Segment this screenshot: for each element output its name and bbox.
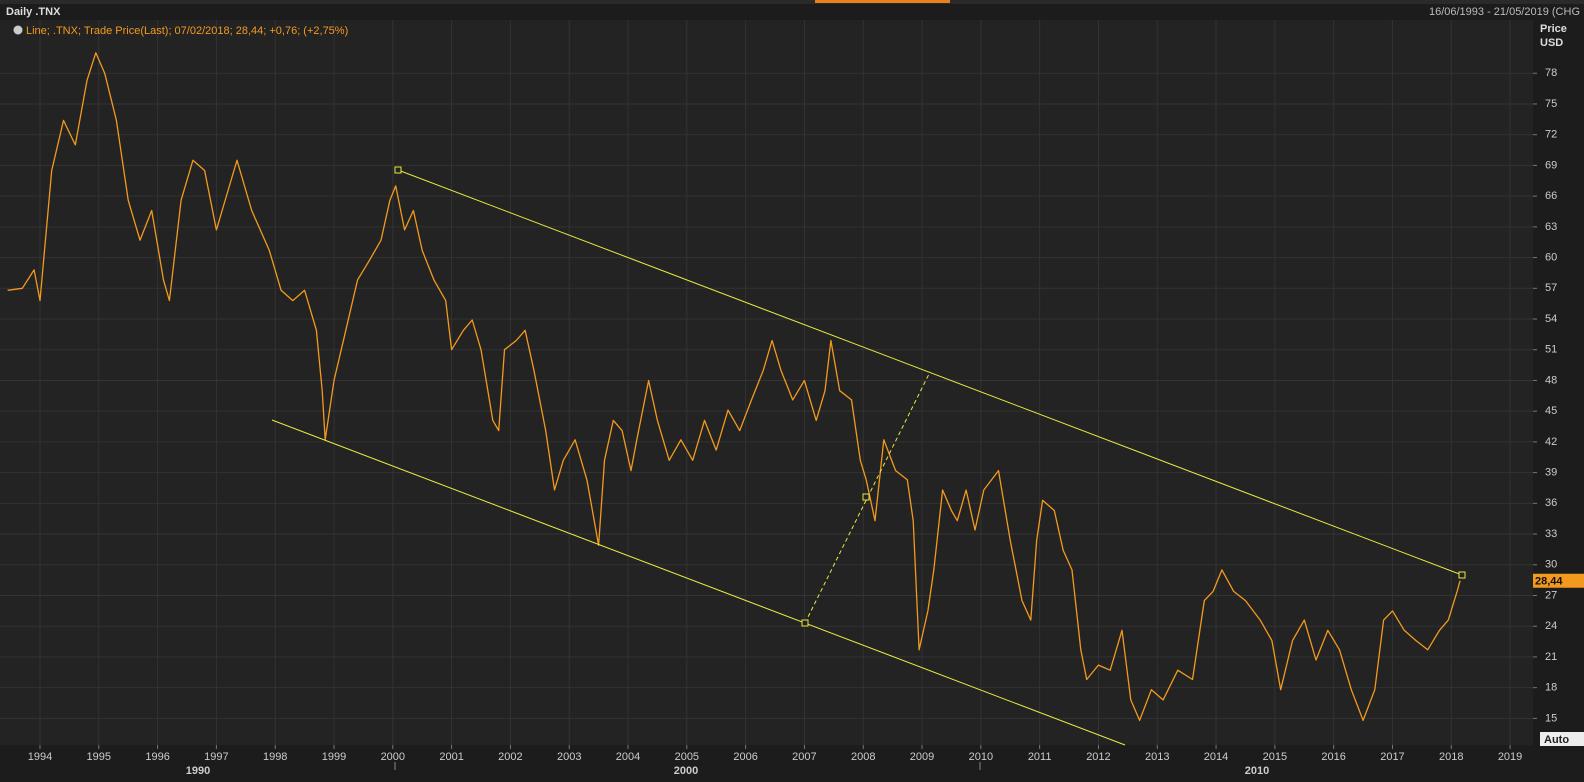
y-tick-label: 45 <box>1545 405 1557 417</box>
x-tick-label: 2010 <box>969 751 993 763</box>
y-tick-label: 78 <box>1545 67 1557 79</box>
y-tick-label: 18 <box>1545 682 1557 694</box>
x-tick-label: 1996 <box>145 751 169 763</box>
decade-label: 2010 <box>1245 765 1269 777</box>
last-value-label: 28,44 <box>1535 576 1563 588</box>
y-tick-label: 69 <box>1545 159 1557 171</box>
decade-label: 1990 <box>186 765 210 777</box>
y-tick-label: 39 <box>1545 467 1557 479</box>
trend-line <box>397 169 1463 576</box>
y-tick-label: 66 <box>1545 190 1557 202</box>
date-range: 16/06/1993 - 21/05/2019 (CHG <box>1429 6 1580 18</box>
y-tick-label: 63 <box>1545 221 1557 233</box>
x-tick-label: 2001 <box>439 751 463 763</box>
x-tick-label: 2008 <box>851 751 875 763</box>
y-tick-label: 30 <box>1545 559 1557 571</box>
handle[interactable] <box>394 166 402 174</box>
y-tick-label: 36 <box>1545 497 1557 509</box>
y-tick-label: 27 <box>1545 589 1557 601</box>
x-tick-label: 2004 <box>616 751 640 763</box>
x-tick-label: 2011 <box>1028 751 1052 763</box>
y-tick-label: 21 <box>1545 651 1557 663</box>
y-tick-label: 15 <box>1545 712 1557 724</box>
x-tick-label: 2017 <box>1380 751 1404 763</box>
y-tick-label: 75 <box>1545 98 1557 110</box>
auto-button[interactable] <box>1540 732 1584 746</box>
x-tick-label: 2006 <box>733 751 757 763</box>
x-tick-label: 2003 <box>557 751 581 763</box>
auto-label[interactable]: Auto <box>1544 734 1569 746</box>
plot-area <box>0 20 1533 745</box>
top-strip <box>0 0 1584 4</box>
x-tick-label: 1999 <box>322 751 346 763</box>
y-tick-label: 60 <box>1545 251 1557 263</box>
y-tick-label: 54 <box>1545 313 1557 325</box>
y-tick-label: 24 <box>1545 620 1557 632</box>
x-tick-label: 1995 <box>87 751 111 763</box>
x-tick-label: 2000 <box>381 751 405 763</box>
axis-title: Price <box>1540 23 1567 35</box>
x-tick-label: 2018 <box>1439 751 1463 763</box>
drawings <box>271 166 1466 746</box>
x-tick-label: 2012 <box>1086 751 1110 763</box>
x-tick-label: 1994 <box>28 751 52 763</box>
decade-label: 2000 <box>674 765 698 777</box>
y-tick-label: 72 <box>1545 129 1557 141</box>
handle[interactable] <box>1458 571 1466 579</box>
x-tick-label: 2005 <box>675 751 699 763</box>
price-line <box>7 52 1461 722</box>
y-tick-label: 33 <box>1545 528 1557 540</box>
legend-icon[interactable] <box>13 25 23 35</box>
last-value-box <box>1533 573 1584 588</box>
y-tick-label: 51 <box>1545 344 1557 356</box>
axis-unit: USD <box>1540 37 1563 49</box>
x-tick-label: 2015 <box>1263 751 1287 763</box>
x-tick-label: 2013 <box>1145 751 1169 763</box>
x-tick-label: 1998 <box>263 751 287 763</box>
y-tick-label: 42 <box>1545 436 1557 448</box>
trend-line <box>271 419 1126 746</box>
x-tick-label: 2014 <box>1204 751 1228 763</box>
handle[interactable] <box>801 619 809 627</box>
active-tab <box>815 0 950 3</box>
x-tick-label: 2002 <box>498 751 522 763</box>
y-tick-label: 48 <box>1545 374 1557 386</box>
y-tick-label: 57 <box>1545 282 1557 294</box>
handle[interactable] <box>862 493 870 501</box>
legend: Line; .TNX; Trade Price(Last); 07/02/201… <box>26 25 348 37</box>
x-tick-label: 2009 <box>910 751 934 763</box>
x-tick-label: 2016 <box>1321 751 1345 763</box>
header: Daily .TNX <box>6 6 61 18</box>
x-tick-label: 1997 <box>204 751 228 763</box>
x-tick-label: 2019 <box>1498 751 1522 763</box>
x-tick-label: 2007 <box>792 751 816 763</box>
